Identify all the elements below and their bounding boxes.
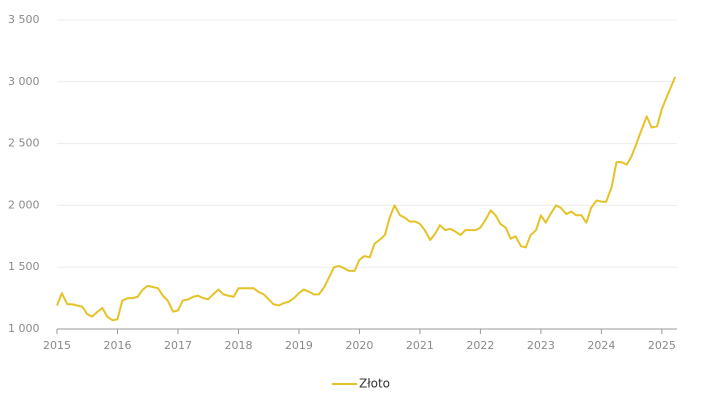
x-tick-label: 2017	[164, 339, 192, 352]
x-tick-label: 2018	[224, 339, 252, 352]
legend-text: Złoto	[359, 377, 390, 391]
y-tick-label: 3 000	[8, 75, 40, 88]
x-tick-label: 2016	[103, 339, 131, 352]
x-tick-label: 2024	[587, 339, 615, 352]
x-tick-label: 2025	[648, 339, 676, 352]
y-tick-label: 2 000	[8, 198, 40, 211]
y-tick-label: 3 500	[8, 13, 40, 26]
x-tick-label: 2022	[466, 339, 494, 352]
x-tick-label: 2021	[406, 339, 434, 352]
x-tick-label: 2019	[285, 339, 313, 352]
x-tick-label: 2015	[43, 339, 71, 352]
x-tick-label: 2020	[345, 339, 373, 352]
data-line	[56, 76, 677, 322]
x-tick-label: 2023	[527, 339, 555, 352]
y-tick-label: 1 500	[8, 260, 40, 273]
y-tick-label: 2 500	[8, 137, 40, 150]
y-tick-label: 1 000	[8, 322, 40, 335]
